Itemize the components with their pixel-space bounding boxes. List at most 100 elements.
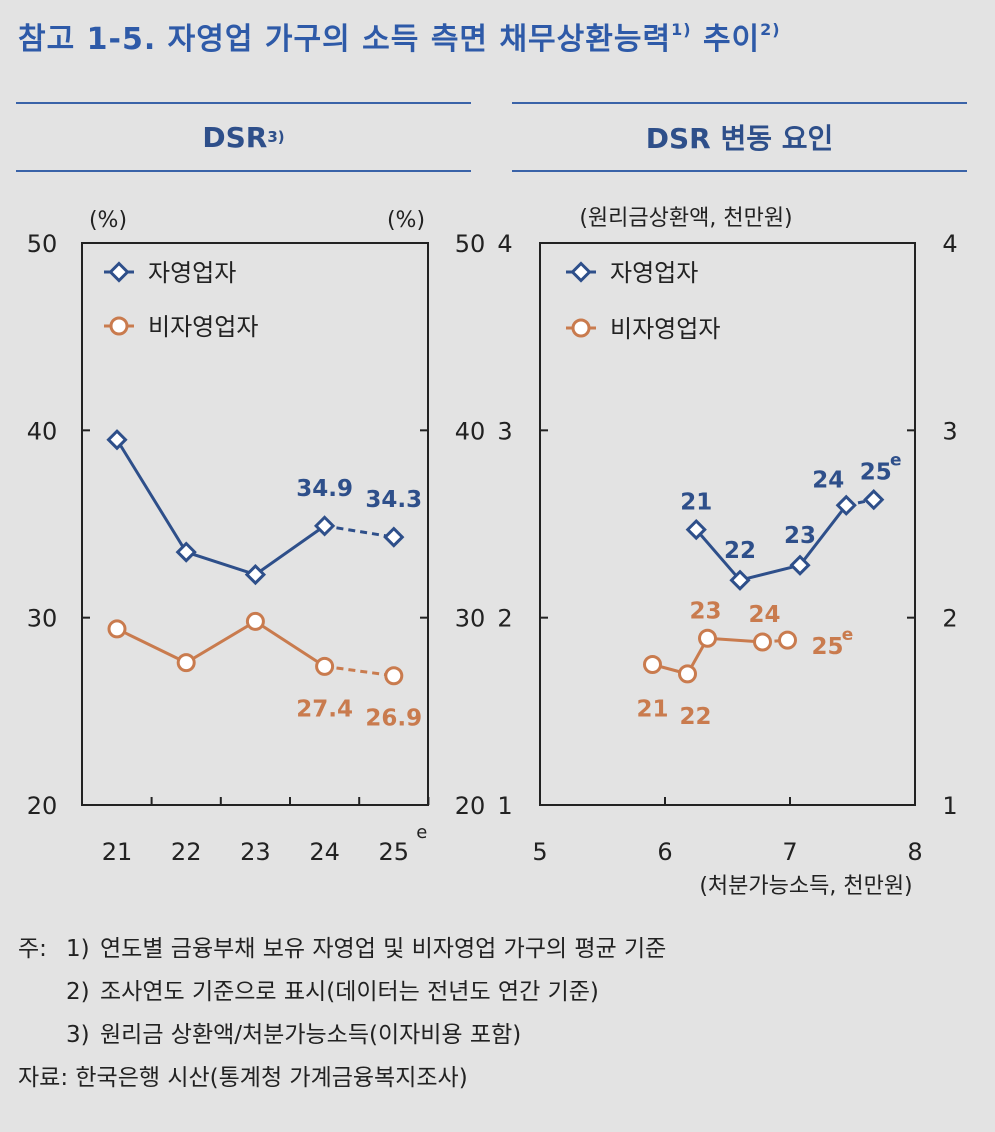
point-year-label: 22	[724, 538, 756, 564]
left-plot-frame	[81, 242, 429, 806]
title-main: 참고 1-5. 자영업 가구의 소득 측면 채무상환능력	[18, 22, 672, 57]
series-line-estimate	[324, 524, 395, 539]
y-tick-label: 40	[27, 417, 58, 445]
right-panel-heading: DSR 변동 요인	[512, 102, 967, 172]
data-point	[789, 554, 811, 576]
right-heading-text: DSR 변동 요인	[645, 122, 834, 155]
data-point	[729, 569, 751, 591]
y-tick-label: 3	[497, 417, 512, 445]
y-tick-label: 30	[27, 605, 58, 633]
x-tick-label: 5	[532, 838, 547, 866]
footnote-row-3: 3) 원리금 상환액/처분가능소득(이자비용 포함)	[18, 1014, 666, 1057]
x-tick-label: 6	[657, 838, 672, 866]
source-text: 자료: 한국은행 시산(통계청 가계금융복지조사)	[18, 1065, 468, 1091]
x-tick-superscript: e	[416, 822, 427, 843]
data-label: 26.9	[365, 706, 422, 732]
left-heading-text: DSR	[202, 120, 268, 154]
x-tick-label: 24	[309, 838, 340, 866]
data-point	[313, 515, 336, 537]
series-line-non-self-employed	[116, 619, 326, 668]
footnote-text: 조사연도 기준으로 표시(데이터는 전년도 연간 기준)	[100, 979, 599, 1005]
data-point	[685, 518, 707, 541]
data-point	[175, 541, 197, 563]
data-point	[863, 489, 885, 511]
x-tick-label: 7	[782, 838, 797, 866]
legend-label: 자영업자	[148, 259, 236, 287]
dsr-ref-tick-label: 20	[455, 792, 486, 820]
footnote-number: 3)	[66, 1022, 90, 1048]
title-footnote-2: 2)	[760, 20, 781, 39]
legend-marker	[108, 261, 130, 283]
data-point	[245, 611, 265, 631]
footnote-row-2: 2) 조사연도 기준으로 표시(데이터는 전년도 연간 기준)	[18, 971, 666, 1014]
legend-label: 비자영업자	[148, 313, 258, 341]
legend-label: 비자영업자	[610, 315, 720, 343]
dsr-ref-tick-label: 30	[455, 605, 486, 633]
point-year-label: 24	[812, 467, 844, 493]
point-year-label: 21	[636, 697, 668, 723]
x-tick-label: 8	[907, 838, 922, 866]
data-point	[678, 664, 697, 684]
y-tick-label-right: 4	[942, 230, 957, 258]
y-tick-label: 1	[497, 792, 512, 820]
data-label: 34.9	[296, 476, 353, 502]
legend-marker	[109, 316, 129, 336]
right-plot-frame	[539, 242, 916, 806]
point-year-label: 23	[689, 598, 721, 624]
point-year-label: 25	[860, 460, 892, 486]
source-line: 자료: 한국은행 시산(통계청 가계금융복지조사)	[18, 1057, 666, 1100]
estimate-superscript: e	[842, 625, 854, 645]
legend-marker	[570, 261, 592, 283]
point-year-label: 22	[679, 704, 711, 730]
page-title: 참고 1-5. 자영업 가구의 소득 측면 채무상환능력1) 추이2)	[18, 14, 781, 58]
y-tick-label: 2	[497, 605, 512, 633]
point-year-label: 24	[748, 602, 780, 628]
dsr-ref-tick-label: 40	[455, 417, 486, 445]
title-footnote-1: 1)	[671, 20, 692, 39]
data-point	[107, 619, 127, 639]
data-label: 34.3	[365, 487, 422, 513]
dsr-ref-tick-label: 50	[455, 230, 486, 258]
footnotes: 주: 1) 연도별 금융부채 보유 자영업 및 비자영업 가구의 평균 기준 2…	[18, 928, 666, 1100]
footnote-text: 연도별 금융부채 보유 자영업 및 비자영업 가구의 평균 기준	[100, 936, 667, 962]
x-tick-label: 22	[171, 838, 202, 866]
data-point	[698, 628, 717, 648]
y-axis-unit-left: (%)	[89, 208, 127, 233]
point-year-label: 25	[811, 634, 843, 660]
y-tick-label-right: 2	[942, 605, 957, 633]
y-axis-label: (원리금상환액, 천만원)	[579, 206, 792, 231]
y-tick-label: 20	[27, 792, 58, 820]
y-tick-label-right: 3	[942, 417, 957, 445]
left-panel-heading: DSR 3)	[16, 102, 471, 172]
left-heading-footnote: 3)	[267, 128, 285, 146]
data-point	[315, 656, 335, 676]
data-point	[384, 666, 404, 686]
point-year-label: 23	[784, 523, 816, 549]
data-point	[106, 429, 128, 451]
y-axis-unit-right: (%)	[387, 208, 425, 233]
footnote-number: 2)	[66, 979, 90, 1005]
x-tick-label: 21	[102, 838, 133, 866]
legend-label: 자영업자	[610, 259, 698, 287]
x-tick-label: 23	[240, 838, 271, 866]
legend-marker	[571, 318, 591, 338]
estimate-superscript: e	[890, 451, 902, 471]
y-tick-label-right: 1	[942, 792, 957, 820]
notes-prefix: 주:	[18, 936, 47, 962]
data-point	[176, 653, 196, 673]
series-line-estimate	[324, 664, 395, 678]
footnote-text: 원리금 상환액/처분가능소득(이자비용 포함)	[100, 1022, 522, 1048]
series-path-non-self-employed	[652, 636, 763, 676]
footnote-row-1: 주: 1) 연도별 금융부채 보유 자영업 및 비자영업 가구의 평균 기준	[18, 928, 666, 971]
data-point	[383, 526, 405, 548]
point-year-label: 21	[680, 490, 712, 516]
data-label: 27.4	[296, 696, 353, 722]
data-point	[643, 655, 662, 674]
y-tick-label: 4	[497, 230, 512, 258]
series-path-self-employed	[695, 504, 848, 582]
y-tick-label: 50	[27, 230, 58, 258]
title-tail: 추이	[691, 22, 761, 57]
x-axis-label: (처분가능소득, 천만원)	[699, 874, 912, 899]
data-point	[244, 563, 267, 586]
